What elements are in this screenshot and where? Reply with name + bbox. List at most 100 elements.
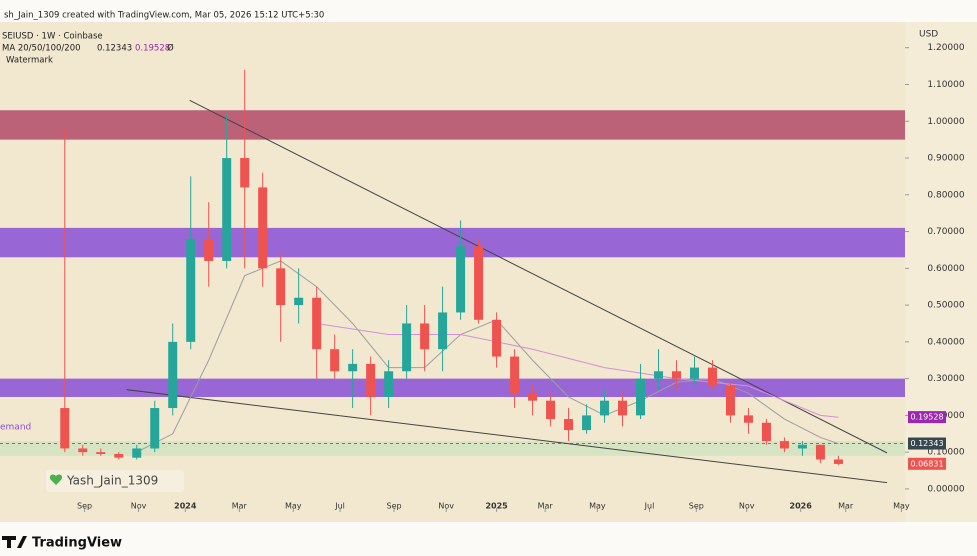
- candle-body: [672, 371, 682, 379]
- candle-body: [186, 238, 196, 342]
- x-tick-label: 2024: [174, 502, 197, 511]
- candle-body: [779, 441, 789, 449]
- candle-body: [546, 400, 556, 420]
- x-tick-label: Mar: [538, 502, 554, 511]
- candle-body: [797, 444, 807, 449]
- zone: [0, 227, 905, 258]
- indicator-suffix: Ø: [167, 43, 174, 54]
- y-tick-label: 0.10000: [927, 448, 964, 458]
- x-tick-label: Nov: [131, 502, 147, 511]
- brand-logo: [2, 536, 27, 548]
- candle-body: [258, 187, 268, 269]
- candle-body: [366, 363, 376, 397]
- heart-icon: [49, 474, 63, 485]
- moving-average: [316, 322, 839, 418]
- candle-body: [689, 367, 699, 379]
- price-label: 0.12343: [910, 439, 943, 448]
- header: sh_Jain_1309 created with TradingView.co…: [4, 11, 324, 21]
- candle-body: [761, 422, 771, 442]
- price-label-bg: [908, 457, 946, 470]
- x-tick-label: Mar: [232, 502, 248, 511]
- candle-body: [60, 408, 70, 449]
- candle-body: [420, 323, 430, 350]
- candle-body: [707, 367, 717, 386]
- candle-body: [168, 341, 178, 409]
- x-tick-label: 2025: [485, 502, 508, 511]
- indicator-value: 0.19528: [135, 44, 170, 54]
- y-tick-label: 0.80000: [927, 190, 964, 200]
- candle-body: [528, 393, 538, 401]
- candle-body: [492, 319, 502, 357]
- zone: [0, 378, 905, 397]
- author-box: [46, 470, 184, 492]
- candle-body: [654, 371, 664, 379]
- price-label: 0.19528: [910, 413, 943, 422]
- symbol: SEIUSD · 1W · Coinbase: [2, 32, 103, 42]
- candle-body: [384, 371, 394, 397]
- candle-body: [618, 400, 628, 416]
- candle-body: [330, 349, 340, 372]
- candle-body: [96, 452, 106, 454]
- x-tick-label: Sep: [77, 502, 92, 511]
- candle-body: [743, 415, 753, 423]
- trendline: [189, 99, 888, 454]
- zone: [0, 110, 905, 140]
- y-tick-label: 0.30000: [927, 374, 964, 384]
- y-tick-label: 0.00000: [927, 484, 964, 494]
- price-label-bg: [908, 411, 946, 424]
- x-tick-label: Sep: [689, 502, 704, 511]
- candle-body: [510, 356, 520, 394]
- y-tick-label: 0.70000: [927, 227, 964, 237]
- candle-body: [294, 297, 304, 306]
- x-tick-label: May: [589, 502, 606, 511]
- x-tick-label: Jul: [644, 502, 655, 511]
- price-label-bg: [908, 437, 946, 450]
- indicator: MA 20/50/100/200: [2, 44, 81, 54]
- candle-body: [833, 459, 843, 464]
- candle-body: [438, 312, 448, 350]
- candle-body: [474, 246, 484, 320]
- x-tick-label: Jul: [334, 502, 345, 511]
- candle-body: [600, 400, 610, 416]
- zone: [0, 441, 905, 456]
- watermark-label: Watermark: [6, 56, 53, 66]
- x-tick-label: Sep: [386, 502, 401, 511]
- candle-body: [564, 419, 574, 431]
- author: Yash_Jain_1309: [66, 474, 158, 488]
- indicator-value: 0.12343: [97, 44, 132, 54]
- candle-body: [132, 448, 142, 458]
- candle-body: [204, 238, 214, 261]
- candle-body: [815, 444, 825, 460]
- candle-body: [240, 158, 250, 188]
- currency: USD: [919, 30, 938, 40]
- candle-body: [276, 268, 286, 306]
- candle-body: [725, 385, 735, 416]
- x-tick-label: May: [893, 502, 910, 511]
- y-tick-label: 0.90000: [927, 154, 964, 164]
- candle-body: [402, 323, 412, 372]
- y-tick-label: 0.60000: [927, 264, 964, 274]
- candle-body: [582, 415, 592, 431]
- zone-label: emand: [0, 423, 31, 433]
- candle-body: [456, 246, 466, 313]
- y-tick-label: 1.10000: [927, 80, 964, 90]
- candle-body: [78, 448, 88, 453]
- y-tick-label: 0.40000: [927, 337, 964, 347]
- x-tick-label: 2026: [790, 502, 813, 511]
- y-tick-label: 1.00000: [927, 117, 964, 127]
- candle-body: [348, 363, 358, 372]
- x-tick-label: May: [285, 502, 302, 511]
- y-tick-label: 1.20000: [927, 43, 964, 53]
- y-tick-label: 0.50000: [927, 301, 964, 311]
- x-tick-label: Mar: [838, 502, 854, 511]
- candle-body: [636, 378, 646, 416]
- price-label: 0.06831: [910, 459, 943, 468]
- candle-body: [150, 408, 160, 449]
- candle-body: [312, 297, 322, 350]
- x-tick-label: Nov: [739, 502, 755, 511]
- trendline: [126, 389, 888, 484]
- candle-body: [222, 158, 232, 261]
- y-tick-label: 0.20000: [927, 411, 964, 421]
